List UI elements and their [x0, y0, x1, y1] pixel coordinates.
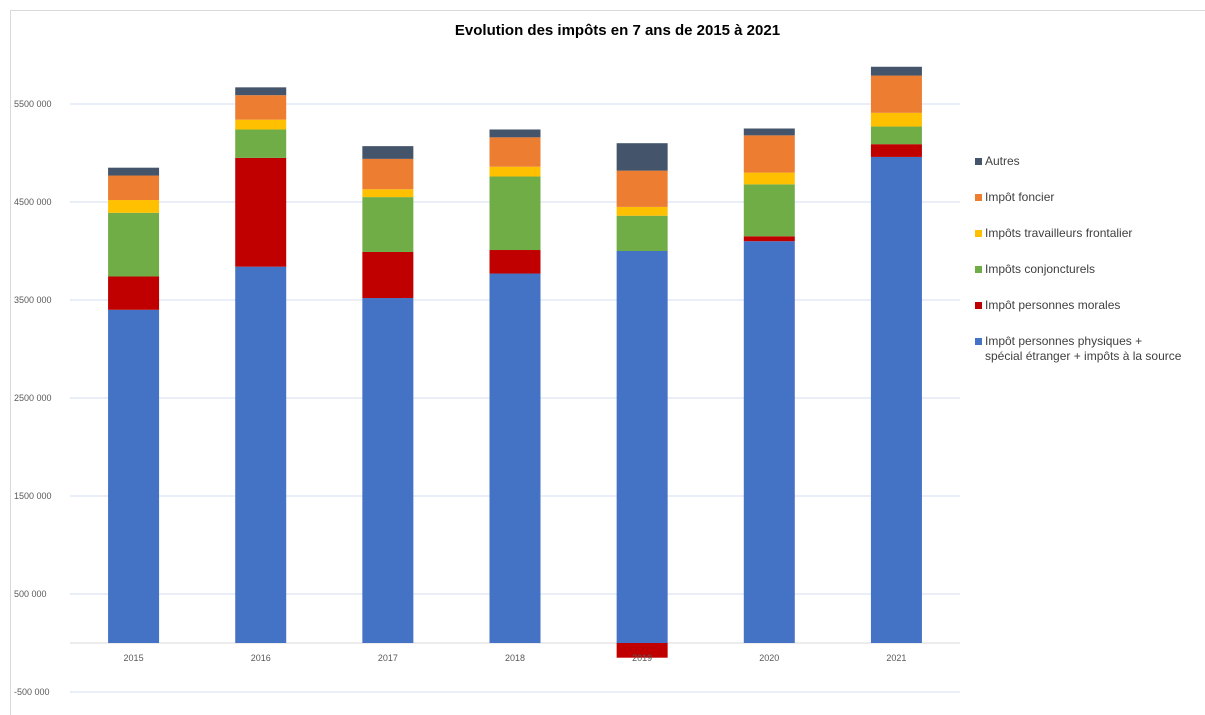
- bar-segment: [235, 119, 287, 130]
- bar-segment: [616, 643, 668, 658]
- legend-item: Autres: [975, 154, 1205, 169]
- legend-item: Impôts conjoncturels: [975, 262, 1205, 277]
- bar-segment: [489, 166, 541, 177]
- bar-segment: [489, 273, 541, 643]
- legend-label: Impôt foncier: [985, 190, 1055, 204]
- legend-swatch: [975, 158, 982, 165]
- bar-segment: [870, 112, 922, 127]
- bar-segment: [362, 146, 414, 159]
- x-tick-label: 2017: [378, 653, 398, 663]
- legend-swatch: [975, 338, 982, 345]
- bar-segment: [743, 184, 795, 237]
- bar-segment: [235, 95, 287, 120]
- bar-segment: [108, 200, 160, 213]
- bar-segment: [616, 170, 668, 207]
- legend-swatch: [975, 230, 982, 237]
- bar-segment: [108, 175, 160, 201]
- y-tick-label: 1500 000: [14, 491, 52, 501]
- bar-segment: [362, 298, 414, 643]
- bar-segment: [616, 206, 668, 216]
- bar-segment: [489, 129, 541, 138]
- chart-frame: [10, 10, 1205, 715]
- legend-swatch: [975, 266, 982, 273]
- bar-segment: [362, 251, 414, 299]
- legend-item: Impôts travailleurs frontalier: [975, 226, 1205, 241]
- bar-segment: [108, 309, 160, 643]
- x-tick-label: 2021: [886, 653, 906, 663]
- bar-segment: [235, 157, 287, 267]
- bar-segment: [616, 215, 668, 251]
- bar-segment: [108, 212, 160, 277]
- x-tick-label: 2019: [632, 653, 652, 663]
- bar-segment: [743, 241, 795, 643]
- bar-segment: [870, 144, 922, 157]
- bar-segment: [362, 189, 414, 198]
- bar-segment: [743, 172, 795, 185]
- bar-segment: [743, 236, 795, 242]
- legend-item: Impôt personnes morales: [975, 298, 1205, 313]
- bar-segment: [235, 87, 287, 96]
- y-tick-label: 2500 000: [14, 393, 52, 403]
- bar-segment: [108, 167, 160, 176]
- x-tick-label: 2016: [251, 653, 271, 663]
- bar-segment: [489, 250, 541, 274]
- chart-title: Evolution des impôts en 7 ans de 2015 à …: [454, 22, 781, 39]
- legend-swatch: [975, 194, 982, 201]
- legend-swatch: [975, 302, 982, 309]
- legend-item: Impôt foncier: [975, 190, 1205, 205]
- legend-label: Impôt personnes physiques + spécial étra…: [985, 334, 1182, 363]
- bar-segment: [743, 128, 795, 136]
- bar-segment: [616, 143, 668, 171]
- legend: Autres Impôt foncier Impôts travailleurs f…: [975, 154, 1205, 385]
- x-tick-label: 2018: [505, 653, 525, 663]
- y-tick-label: 3500 000: [14, 295, 52, 305]
- legend-label: Autres: [985, 154, 1020, 168]
- y-tick-label: 500 000: [14, 589, 47, 599]
- legend-label: Impôt personnes morales: [985, 298, 1121, 312]
- bar-segment: [489, 176, 541, 251]
- y-tick-label: 4500 000: [14, 197, 52, 207]
- bar-segment: [235, 266, 287, 643]
- axes: -500 000 500 000 1500 000 2500 000 3500 000 4…: [14, 99, 906, 697]
- bars: [108, 66, 922, 658]
- bar-segment: [362, 158, 414, 190]
- bar-segment: [108, 276, 160, 310]
- legend-label: Impôts travailleurs frontalier: [985, 226, 1133, 240]
- bar-segment: [489, 137, 541, 167]
- x-tick-label: 2020: [759, 653, 779, 663]
- bar-segment: [870, 126, 922, 145]
- bar-segment: [362, 197, 414, 252]
- legend-item: Impôt personnes physiques + spécial étra…: [975, 334, 1205, 364]
- x-tick-label: 2015: [124, 653, 144, 663]
- bar-segment: [235, 129, 287, 158]
- bar-segment: [870, 156, 922, 644]
- y-tick-label: 5500 000: [14, 99, 52, 109]
- bar-segment: [870, 66, 922, 76]
- bar-segment: [870, 75, 922, 113]
- bar-segment: [743, 135, 795, 173]
- legend-label: Impôts conjoncturels: [985, 262, 1096, 276]
- y-tick-label: -500 000: [14, 687, 50, 697]
- bar-segment: [616, 251, 668, 643]
